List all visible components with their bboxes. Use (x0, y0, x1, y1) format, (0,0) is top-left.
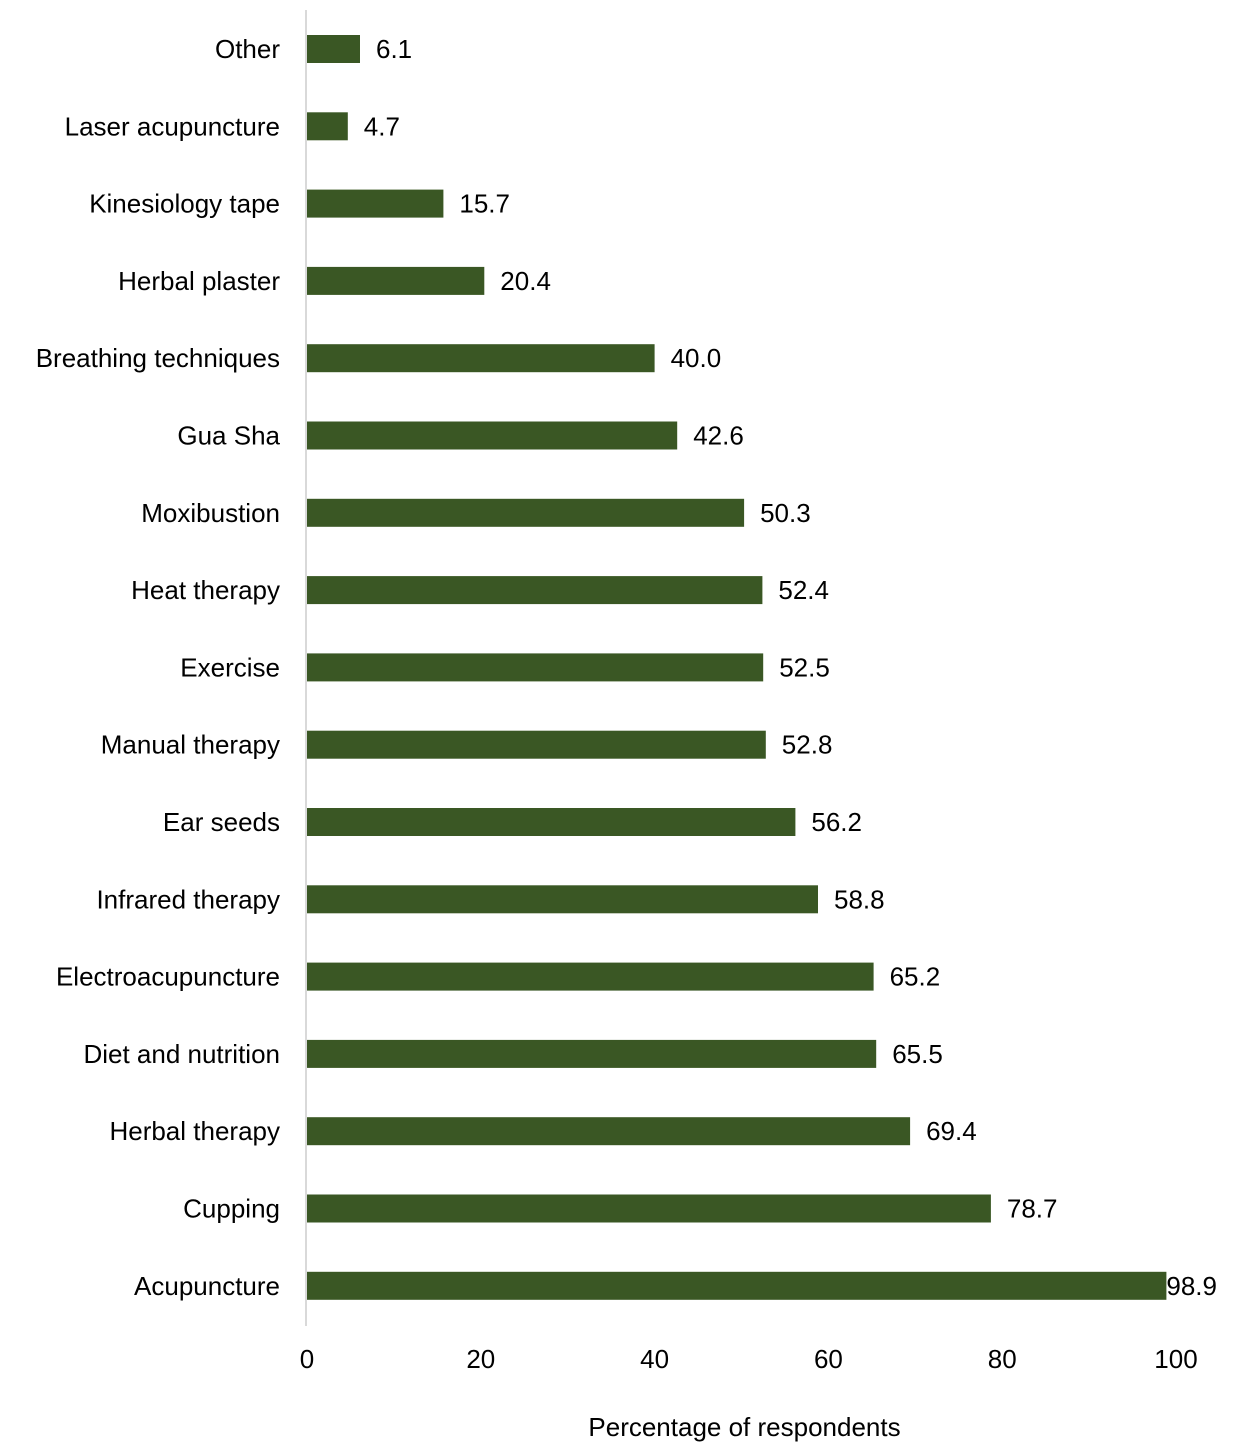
category-label: Kinesiology tape (89, 189, 280, 219)
bar (307, 498, 745, 527)
bar (307, 653, 764, 682)
bar (307, 189, 444, 218)
x-tick-label: 80 (988, 1344, 1017, 1374)
bar (307, 576, 763, 605)
value-label: 15.7 (459, 189, 510, 219)
bar (307, 1039, 877, 1068)
value-label: 6.1 (376, 34, 412, 64)
category-label: Diet and nutrition (83, 1039, 280, 1069)
value-label: 78.7 (1007, 1194, 1058, 1224)
x-tick-label: 40 (640, 1344, 669, 1374)
bar (307, 421, 678, 450)
value-label: 65.5 (892, 1039, 943, 1069)
category-labels: Other Laser acupuncture Kinesiology tape He… (36, 34, 281, 1301)
bar (307, 885, 818, 914)
x-tick-label: 60 (814, 1344, 843, 1374)
bars-layer (307, 35, 1167, 1300)
category-label: Laser acupuncture (65, 111, 280, 141)
bar (307, 1117, 911, 1146)
bar (307, 808, 796, 836)
x-axis-ticks: 0 20 40 60 80 100 (300, 1344, 1198, 1374)
category-label: Cupping (183, 1194, 280, 1224)
bar (307, 1271, 1167, 1300)
x-axis-title: Percentage of respondents (588, 1412, 900, 1442)
category-label: Heat therapy (131, 575, 280, 605)
category-label: Herbal plaster (118, 266, 280, 296)
category-label: Acupuncture (134, 1271, 280, 1301)
category-label: Herbal therapy (109, 1116, 280, 1146)
value-label: 20.4 (500, 266, 551, 296)
value-label: 98.9 (1166, 1271, 1217, 1301)
bar (307, 35, 360, 63)
category-label: Gua Sha (177, 421, 280, 451)
bar (307, 344, 655, 373)
category-label: Ear seeds (163, 807, 280, 837)
value-label: 40.0 (671, 343, 722, 373)
value-label: 52.8 (782, 730, 833, 760)
category-label: Breathing techniques (36, 343, 280, 373)
category-label: Manual therapy (101, 730, 280, 760)
category-label: Infrared therapy (96, 884, 280, 914)
value-labels: 6.1 4.7 15.7 20.4 40.0 42.6 50.3 52.4 52.5 52.8 56… (364, 34, 1217, 1301)
value-label: 65.2 (890, 962, 941, 992)
bar (307, 266, 485, 295)
category-label: Moxibustion (141, 498, 280, 528)
bar (307, 730, 766, 759)
value-label: 69.4 (926, 1116, 977, 1146)
category-label: Electroacupuncture (56, 962, 280, 992)
value-label: 56.2 (811, 807, 862, 837)
value-label: 52.5 (779, 652, 830, 682)
x-tick-label: 100 (1154, 1344, 1197, 1374)
bar (307, 962, 874, 991)
bar (307, 1194, 991, 1223)
x-tick-label: 0 (300, 1344, 314, 1374)
value-label: 52.4 (778, 575, 829, 605)
value-label: 58.8 (834, 884, 885, 914)
value-label: 42.6 (693, 421, 744, 451)
category-label: Exercise (180, 652, 280, 682)
value-label: 4.7 (364, 111, 400, 141)
x-tick-label: 20 (466, 1344, 495, 1374)
value-label: 50.3 (760, 498, 811, 528)
bar (307, 112, 348, 141)
category-label: Other (215, 34, 280, 64)
